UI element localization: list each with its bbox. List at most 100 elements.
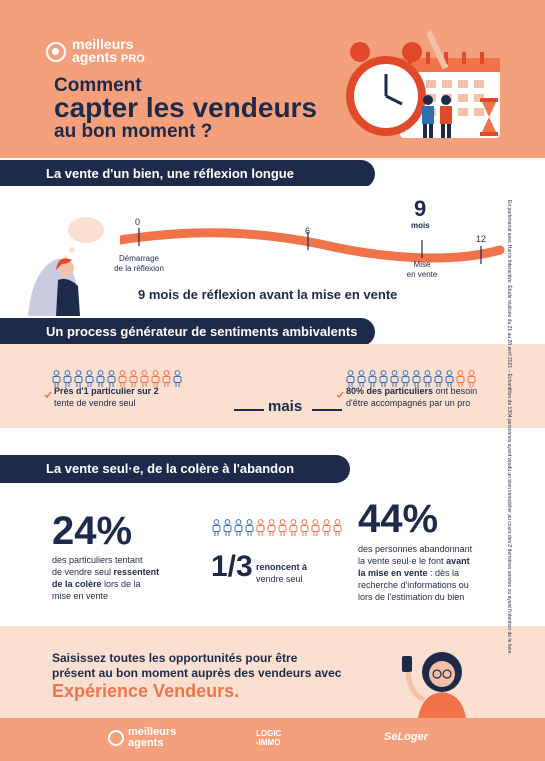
footer-logo-badge-icon <box>108 730 124 746</box>
start-label-line1: Démarrage <box>118 254 159 263</box>
stat1-line1: des particuliers tentant <box>52 555 143 565</box>
stat1-text: des particuliers tentant de vendre seul … <box>52 554 159 602</box>
stat2-line2: vendre seul <box>256 574 303 584</box>
person-icon <box>412 370 421 387</box>
cta-line1: Saisissez toutes les opportunités pour ê… <box>52 651 298 665</box>
right-statement-rest1: ont besoin <box>435 386 478 396</box>
end-label-line1: Mise <box>413 260 431 269</box>
title-line3: au bon moment ? <box>54 121 213 142</box>
person-icon <box>445 370 454 387</box>
person-icon <box>379 370 388 387</box>
person-icon <box>401 370 410 387</box>
person-icon <box>212 519 221 536</box>
person-icon <box>346 370 355 387</box>
stat3-line2a: la vente seul·e le font <box>358 556 447 566</box>
section1-panel <box>0 186 545 316</box>
left-statement-bold: Près d'1 particulier sur 2 <box>54 386 159 396</box>
person-icon <box>140 370 149 387</box>
stat3-line1: des personnes abandonnant <box>358 544 473 554</box>
section2-bar: Un process générateur de sentiments ambi… <box>0 318 375 346</box>
divider-right <box>312 409 342 411</box>
stat1-line4: mise en vente <box>52 591 109 601</box>
stat1-line2a: de vendre seul <box>52 567 114 577</box>
footer-logo-logic-immo: LOGIC -IMMO <box>256 729 281 747</box>
stat1-line3a: de la colère <box>52 579 102 589</box>
end-label-line2: en vente <box>406 270 438 279</box>
footer-brand1-line2: agents <box>128 737 164 749</box>
person-icon <box>162 370 171 387</box>
title-line1: Comment <box>54 75 142 96</box>
person-icon <box>311 519 320 536</box>
people-row-right <box>346 370 476 388</box>
person-icon <box>333 519 342 536</box>
footer-logo-seloger: SeLoger <box>384 731 429 743</box>
person-icon <box>368 370 377 387</box>
right-statement: 80% des particuliers ont besoin d'être a… <box>346 385 477 409</box>
meilleurs-agents-pro-logo: meilleurs agents PRO <box>46 36 145 66</box>
stat3-line3a: la mise en vente <box>358 568 428 578</box>
person-icon <box>74 370 83 387</box>
footer-logo-meilleurs-agents: meilleurs agents <box>108 727 176 749</box>
thinking-woman-illustration <box>28 217 104 316</box>
check-icon-right <box>336 386 344 404</box>
footer-brand2-line2: -IMMO <box>256 738 281 747</box>
hourglass-icon <box>480 98 498 136</box>
person-icon <box>63 370 72 387</box>
tick-label-12: 12 <box>476 234 487 244</box>
person-icon <box>151 370 160 387</box>
timeline-wave <box>120 228 505 264</box>
stat1-line2b: ressentent <box>113 567 160 577</box>
person-icon <box>85 370 94 387</box>
stat1-line3b: lors de la <box>101 579 141 589</box>
tick-label-6: 6 <box>305 226 311 236</box>
stat3-line4: recherche d'informations ou <box>358 580 469 590</box>
stat3-line5: lors de l'estimation du bien <box>358 592 465 602</box>
stat3-line2b: avant <box>446 556 470 566</box>
timeline-highlight-unit: mois <box>411 221 430 230</box>
person-icon <box>357 370 366 387</box>
side-source-note: En partenariat avec Harris Interactive. … <box>506 200 512 655</box>
people-row-thirds <box>212 519 342 537</box>
stat2-text: renoncent à vendre seul <box>256 561 307 585</box>
cta-text: Saisissez toutes les opportunités pour ê… <box>52 651 341 681</box>
person-icon <box>322 519 331 536</box>
person-icon <box>52 370 61 387</box>
thought-bubble-icon <box>68 217 104 243</box>
person-icon <box>256 519 265 536</box>
logo-line2: agents <box>72 49 118 65</box>
mais-connector: mais <box>268 398 303 415</box>
section3-panel <box>0 483 545 623</box>
person-icon <box>173 370 182 387</box>
cta-highlight: Expérience Vendeurs. <box>52 681 240 701</box>
person-icon <box>456 370 465 387</box>
left-statement-rest: tente de vendre seul <box>54 398 136 408</box>
timeline-end-label: Mise en vente <box>396 260 448 280</box>
timeline-start-label: Démarrage de la réflexion <box>106 254 172 274</box>
person-icon <box>390 370 399 387</box>
logo-line1: meilleurs <box>72 36 134 52</box>
person-icon <box>129 370 138 387</box>
phone-icon <box>402 656 412 672</box>
tick-label-0: 0 <box>135 217 141 227</box>
person-icon <box>467 370 476 387</box>
right-statement-bold: 80% des particuliers <box>346 386 434 396</box>
people-row-left <box>52 370 182 388</box>
clock-calendar-illustration <box>346 30 500 138</box>
section1-bar-label: La vente d'un bien, une réflexion longue <box>46 166 294 181</box>
person-icon <box>118 370 127 387</box>
stat2-line1: renoncent à <box>256 562 308 572</box>
person-icon <box>245 519 254 536</box>
stat-24-percent: 24% <box>52 509 133 553</box>
timeline-highlight-value: 9 <box>414 196 427 221</box>
person-icon <box>423 370 432 387</box>
person-icon <box>434 370 443 387</box>
people-icon <box>422 95 452 138</box>
stat-44-percent: 44% <box>358 497 439 541</box>
section3-bar: La vente seul·e, de la colère à l'abando… <box>0 455 350 483</box>
person-icon <box>107 370 116 387</box>
logo-pro: PRO <box>121 53 145 65</box>
logo-badge-icon <box>46 42 66 62</box>
stat3-line3b: : dès la <box>427 568 460 578</box>
person-icon <box>96 370 105 387</box>
start-label-line2: de la réflexion <box>114 264 164 273</box>
